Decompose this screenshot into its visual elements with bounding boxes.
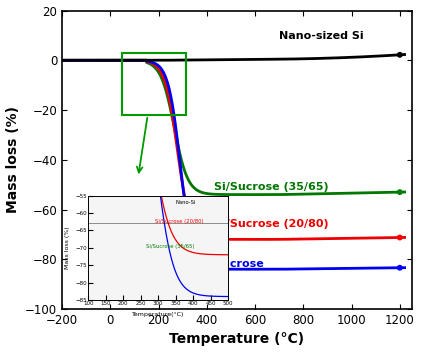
Y-axis label: Mass loss (%): Mass loss (%) [5,106,19,213]
Text: Si/Sucrose (20/80): Si/Sucrose (20/80) [214,219,329,229]
Point [397,189,403,195]
Point [397,265,403,271]
Text: Sucrose: Sucrose [214,259,264,269]
Text: Si/Sucrose (35/65): Si/Sucrose (35/65) [214,182,329,191]
X-axis label: Temperature (°C): Temperature (°C) [169,332,304,346]
Point [397,52,403,58]
Point [397,235,403,240]
Bar [123,53,187,115]
Text: Nano-sized Si: Nano-sized Si [279,31,364,41]
